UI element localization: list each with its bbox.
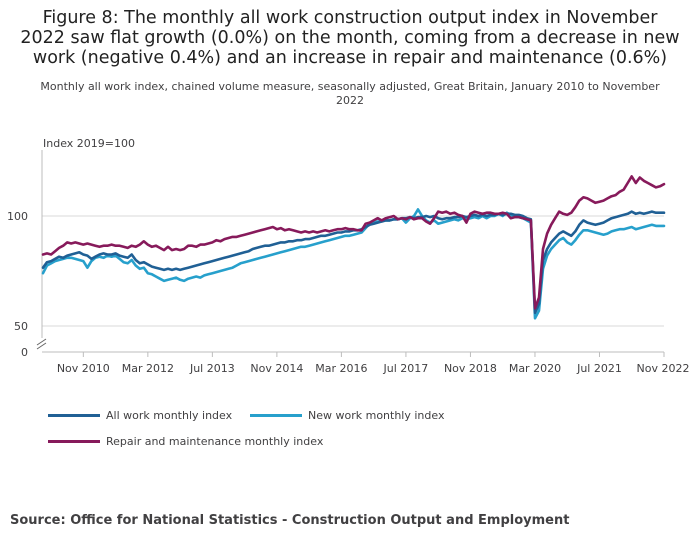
y-tick-label-zero: 0 xyxy=(21,346,28,359)
series-line-all-work-monthly-index[interactable] xyxy=(41,210,666,315)
x-tick-label: Mar 2016 xyxy=(315,362,367,375)
x-tick-label: Nov 2010 xyxy=(57,362,110,375)
x-tick-label: Jul 2021 xyxy=(576,362,622,375)
x-tick-label: Mar 2020 xyxy=(509,362,561,375)
legend-item-new-work[interactable]: New work monthly index xyxy=(250,409,444,422)
legend-label-new-work: New work monthly index xyxy=(308,409,445,422)
x-tick-label: Mar 2012 xyxy=(122,362,174,375)
legend-label-repair-maintenance: Repair and maintenance monthly index xyxy=(106,435,324,448)
y-tick-label: 50 xyxy=(14,320,28,333)
y-tick-label: 100 xyxy=(7,210,28,223)
legend-swatch-all-work xyxy=(48,414,100,417)
x-tick-label: Nov 2018 xyxy=(444,362,497,375)
y-axis-ticks: 50 100 0 xyxy=(7,210,28,359)
axes xyxy=(36,150,664,353)
x-tick-label: Jul 2017 xyxy=(383,362,429,375)
legend-label-all-work: All work monthly index xyxy=(106,409,233,422)
x-axis-ticks: Nov 2010 Mar 2012 Jul 2013 Nov 2014 Mar 2016… xyxy=(57,352,690,375)
legend-swatch-new-work xyxy=(250,414,302,417)
series-lines xyxy=(41,175,666,320)
series-line-repair-and-maintenance-monthly-index[interactable] xyxy=(41,175,666,310)
source-note: Source: Office for National Statistics -… xyxy=(10,513,570,528)
legend-item-repair-maintenance[interactable]: Repair and maintenance monthly index xyxy=(48,435,323,448)
x-tick-label: Nov 2022 xyxy=(637,362,690,375)
axis-break-mark xyxy=(36,338,47,346)
x-tick-label: Nov 2014 xyxy=(250,362,303,375)
chart-subtitle: Monthly all work index, chained volume m… xyxy=(40,80,660,107)
gridlines xyxy=(42,215,664,327)
legend-item-all-work[interactable]: All work monthly index xyxy=(48,409,232,422)
x-tick-label: Jul 2013 xyxy=(189,362,235,375)
chart-title: Figure 8: The monthly all work construct… xyxy=(20,8,680,68)
legend-swatch-repair-maintenance xyxy=(48,440,100,443)
series-line-new-work-monthly-index[interactable] xyxy=(41,208,666,320)
y-axis-label: Index 2019=100 xyxy=(43,137,135,150)
axis-break-mark xyxy=(36,342,47,350)
